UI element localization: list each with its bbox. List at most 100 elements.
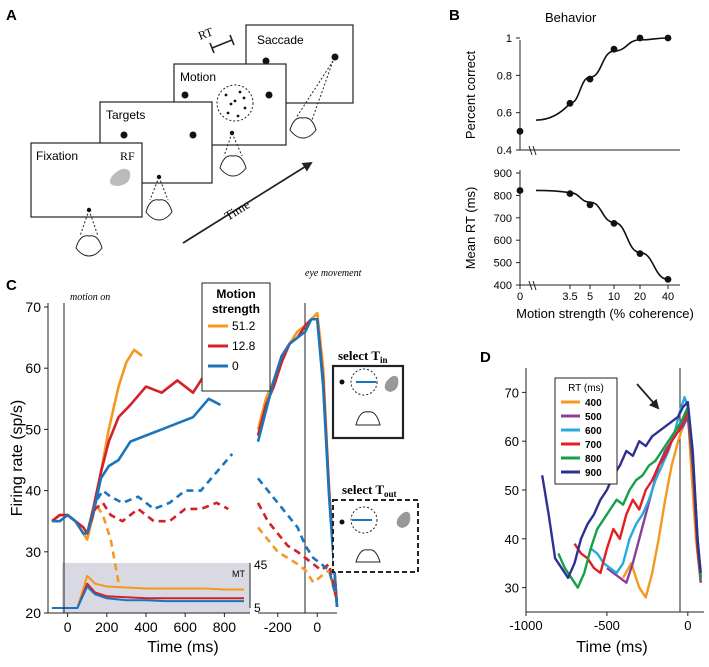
series-line bbox=[573, 410, 702, 578]
screen-fixation-label: Fixation bbox=[36, 149, 78, 163]
x-tick-label: 400 bbox=[134, 619, 158, 635]
select-tout-inset: select Tout bbox=[332, 482, 419, 573]
c-xlabel: Time (ms) bbox=[147, 639, 218, 656]
c-legend: Motion strength 51.2 12.8 0 bbox=[201, 282, 271, 392]
x-tick-label: 20 bbox=[634, 291, 646, 303]
series-line bbox=[256, 526, 339, 602]
mt-series-line bbox=[51, 574, 244, 609]
select-tin-inset: select Tin bbox=[331, 348, 405, 440]
d-legend: RT (ms) 400 500 600 700 800 900 bbox=[554, 377, 618, 485]
monkey-head bbox=[355, 549, 381, 563]
panel-b: Behavior 0.40.60.81 Percent correct 40 0 5… bbox=[463, 10, 694, 321]
y-tick-label: 60 bbox=[25, 360, 41, 376]
panel-label-a: A bbox=[6, 7, 17, 24]
screen-targets-label: Targets bbox=[106, 108, 145, 122]
panel-a: Saccade Motion RT Targets Fixation RF bbox=[30, 24, 354, 257]
time-label: Time bbox=[222, 196, 253, 223]
x-tick-label: 3.5 bbox=[562, 291, 577, 303]
rf-label: RF bbox=[120, 149, 135, 163]
x-tick-label: 0 bbox=[517, 291, 523, 303]
rf-shape bbox=[396, 511, 411, 528]
legend-label: 400 bbox=[585, 398, 602, 409]
series-line bbox=[256, 502, 339, 602]
series-line bbox=[85, 501, 229, 534]
x-tick-label: 800 bbox=[213, 619, 237, 635]
mt-tick-5: 5 bbox=[254, 601, 261, 615]
series-line bbox=[557, 405, 702, 589]
y-tick-label: 0.6 bbox=[497, 108, 512, 120]
data-point bbox=[610, 45, 618, 53]
axis-break bbox=[528, 145, 537, 156]
target-dot bbox=[331, 53, 339, 61]
legend-label: 0 bbox=[232, 359, 239, 373]
x-tick-label: 40 bbox=[662, 291, 674, 303]
d-xlabel: Time (ms) bbox=[576, 639, 647, 656]
series-line bbox=[540, 400, 702, 580]
y-tick-label: 1 bbox=[506, 33, 512, 45]
rf-shape bbox=[384, 375, 399, 392]
data-point bbox=[516, 127, 524, 135]
panel-c: MT 45 5 motion on 20 30 40 50 60 70 0 200 400 600… bbox=[9, 268, 419, 656]
panel-d: 30 40 50 60 70 -1000 -500 0 Time (ms) RT (ms) 4… bbox=[505, 368, 704, 656]
y-tick-label: 50 bbox=[25, 421, 41, 437]
fit-curve bbox=[535, 37, 669, 121]
y-tick-label: 40 bbox=[25, 483, 41, 499]
monkey-head-3 bbox=[219, 130, 247, 177]
y-tick-label: 40 bbox=[505, 532, 519, 547]
legend-title: RT (ms) bbox=[568, 383, 604, 394]
y-tick-label: 30 bbox=[25, 544, 41, 560]
monkey-head bbox=[355, 411, 381, 426]
legend-title-strength: strength bbox=[212, 302, 260, 316]
monkey-head-1 bbox=[75, 207, 103, 257]
b-top-plot: 0.4 0.6 0.8 1 Percent correct bbox=[463, 33, 680, 157]
mt-series-line bbox=[51, 585, 244, 609]
receptive-field bbox=[110, 168, 131, 186]
legend-label: 500 bbox=[585, 412, 602, 423]
d-arrow bbox=[636, 383, 660, 410]
monkey-head-2 bbox=[145, 174, 173, 221]
series-line bbox=[622, 410, 702, 599]
panel-label-c: C bbox=[6, 277, 17, 294]
fit-curve bbox=[535, 189, 669, 281]
data-point bbox=[664, 34, 672, 42]
y-tick-label: 500 bbox=[494, 258, 512, 270]
b-bottom-plot: 400 500 600 700 800 900 Mean RT (ms) bbox=[463, 168, 680, 292]
x-tick-label: 0 bbox=[64, 619, 72, 635]
y-tick-label: 800 bbox=[494, 190, 512, 202]
legend-label: 900 bbox=[585, 468, 602, 479]
x-tick-label: -500 bbox=[594, 618, 620, 633]
target-dot bbox=[181, 91, 189, 99]
data-point bbox=[566, 190, 574, 198]
series-line bbox=[256, 317, 339, 607]
data-point bbox=[636, 34, 644, 42]
panel-b-title: Behavior bbox=[545, 10, 597, 25]
screen-motion-label: Motion bbox=[180, 70, 216, 84]
y-tick-label: 60 bbox=[505, 434, 519, 449]
select-tin-label: select Tin bbox=[338, 348, 388, 365]
series-line bbox=[51, 397, 222, 535]
y-tick-label: 20 bbox=[25, 605, 41, 621]
random-dots bbox=[224, 90, 247, 118]
target-dot bbox=[262, 57, 270, 65]
x-tick-label: 0 bbox=[684, 618, 691, 633]
select-tout-label: select Tout bbox=[342, 482, 397, 499]
x-tick-label: 10 bbox=[608, 291, 620, 303]
mt-series-line bbox=[51, 582, 244, 609]
legend-title-motion: Motion bbox=[216, 287, 255, 301]
y-tick-label: 30 bbox=[505, 581, 519, 596]
series-line bbox=[85, 453, 234, 534]
data-point bbox=[636, 250, 644, 258]
y-tick-label: 600 bbox=[494, 235, 512, 247]
panel-label-b: B bbox=[449, 7, 460, 24]
x-tick-label: 600 bbox=[174, 619, 198, 635]
legend-label: 51.2 bbox=[232, 319, 256, 333]
y-tick-label: 70 bbox=[505, 385, 519, 400]
y-tick-label: 50 bbox=[505, 483, 519, 498]
legend-box bbox=[201, 282, 271, 392]
target-dot bbox=[189, 131, 197, 139]
legend-label: 800 bbox=[585, 454, 602, 465]
data-point bbox=[664, 276, 672, 283]
target-dot bbox=[265, 91, 273, 99]
rt-label: RT bbox=[196, 24, 215, 42]
